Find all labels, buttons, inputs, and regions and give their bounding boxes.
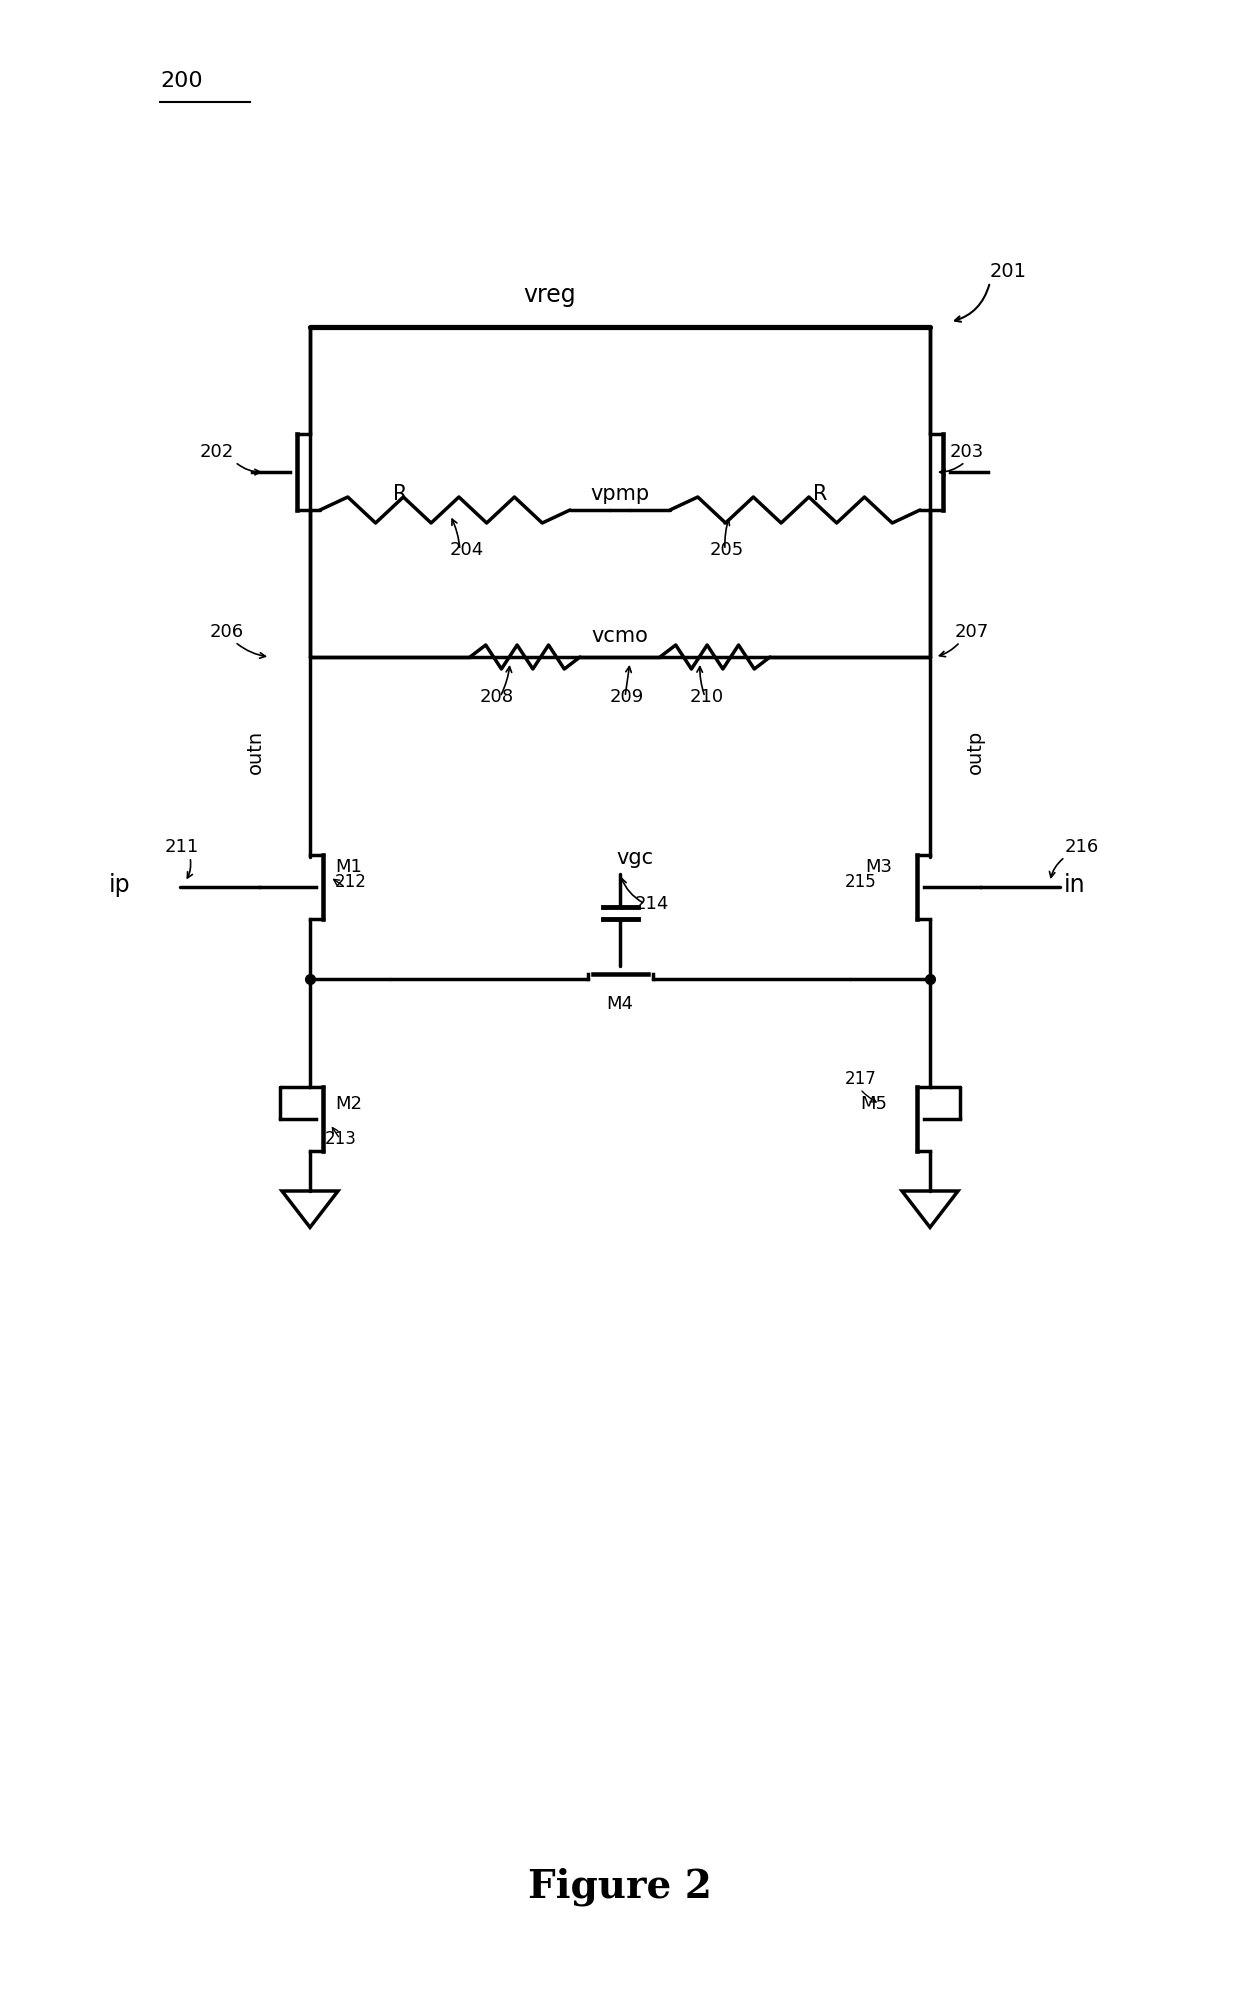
Text: vgc: vgc: [616, 849, 653, 867]
Text: 216: 216: [1065, 839, 1099, 857]
Text: M2: M2: [335, 1096, 362, 1114]
Text: 215: 215: [844, 873, 877, 891]
Text: 212: 212: [335, 873, 367, 891]
Text: Figure 2: Figure 2: [528, 1869, 712, 1907]
Text: 209: 209: [610, 688, 645, 706]
Text: 204: 204: [450, 542, 485, 560]
Text: ip: ip: [109, 873, 130, 897]
Text: 202: 202: [200, 444, 234, 462]
Text: 207: 207: [955, 622, 990, 640]
Text: vcmo: vcmo: [591, 626, 649, 646]
Text: outn: outn: [246, 731, 264, 775]
Text: 200: 200: [160, 70, 202, 90]
Text: vreg: vreg: [523, 283, 577, 307]
Text: 217: 217: [844, 1070, 877, 1088]
Text: outp: outp: [966, 731, 985, 775]
Text: 208: 208: [480, 688, 515, 706]
Text: M4: M4: [606, 995, 634, 1014]
Text: R: R: [812, 484, 827, 504]
Text: in: in: [1064, 873, 1086, 897]
Text: M5: M5: [861, 1096, 887, 1114]
Text: 206: 206: [210, 622, 244, 640]
Text: vpmp: vpmp: [590, 484, 650, 504]
Text: 213: 213: [325, 1130, 357, 1148]
Text: 211: 211: [165, 839, 200, 857]
Text: 214: 214: [635, 895, 670, 913]
Text: 203: 203: [950, 444, 985, 462]
Text: 201: 201: [990, 263, 1027, 281]
Text: M3: M3: [866, 859, 892, 875]
Text: 210: 210: [689, 688, 724, 706]
Text: 205: 205: [711, 542, 744, 560]
Text: R: R: [393, 484, 407, 504]
Text: M1: M1: [335, 859, 362, 875]
